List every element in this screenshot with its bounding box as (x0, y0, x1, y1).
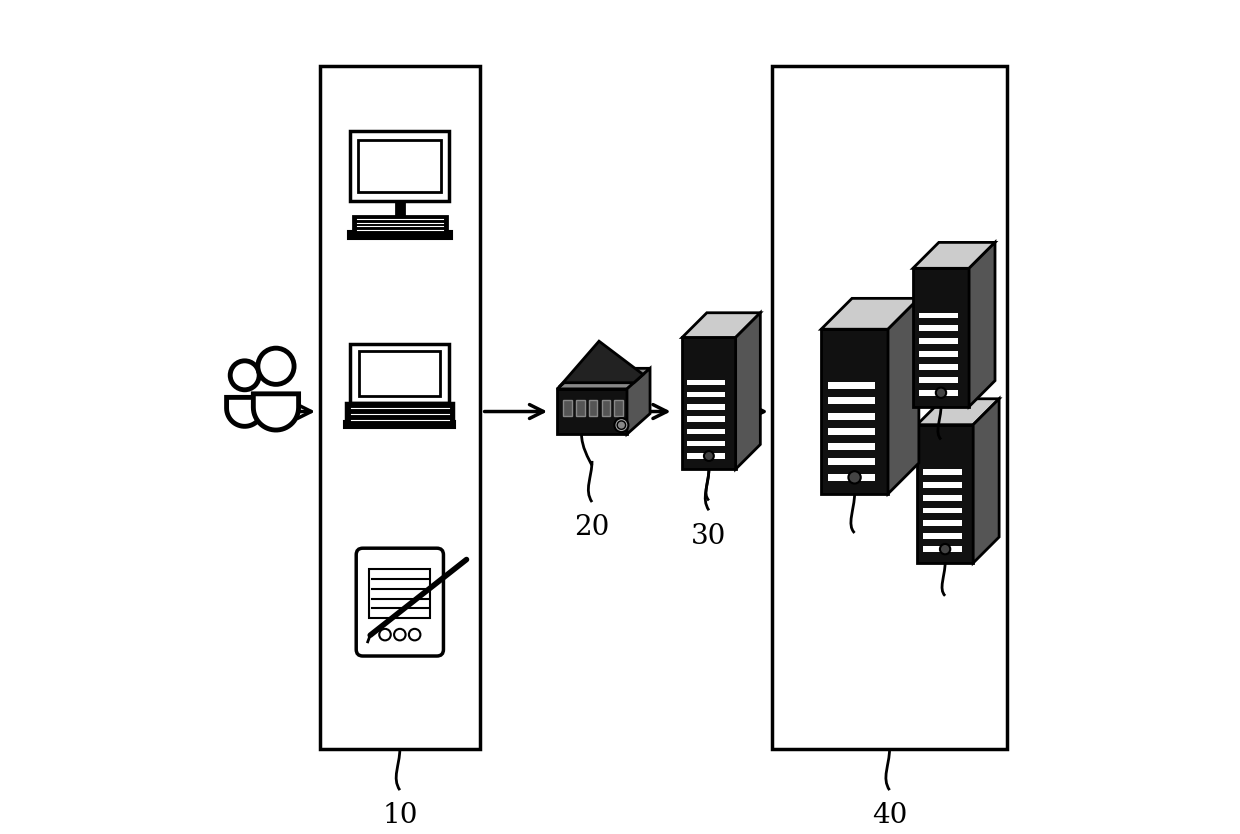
Bar (918, 425, 973, 563)
Circle shape (614, 418, 629, 432)
Polygon shape (735, 313, 760, 470)
Circle shape (704, 451, 714, 461)
Bar (687, 441, 725, 446)
Bar (923, 533, 962, 539)
Polygon shape (682, 313, 760, 338)
Polygon shape (557, 369, 650, 389)
Bar (563, 400, 572, 416)
Circle shape (379, 629, 391, 641)
Bar (828, 443, 874, 450)
Bar (353, 216, 446, 231)
Bar (687, 379, 725, 385)
Bar (923, 495, 962, 500)
Bar (919, 377, 957, 383)
Bar (828, 474, 874, 480)
Bar (687, 404, 725, 409)
Bar (360, 351, 440, 395)
Polygon shape (559, 341, 644, 387)
Circle shape (231, 361, 259, 389)
Bar (828, 459, 874, 465)
Text: 10: 10 (382, 802, 418, 830)
Circle shape (258, 348, 294, 384)
Bar (351, 131, 449, 201)
Bar (687, 429, 725, 435)
Polygon shape (821, 299, 919, 329)
Bar (370, 569, 430, 618)
Circle shape (940, 544, 950, 555)
Bar (923, 469, 962, 475)
Bar (913, 269, 970, 407)
Polygon shape (913, 243, 994, 269)
Bar (345, 421, 455, 428)
Bar (773, 66, 1007, 749)
Bar (821, 329, 888, 494)
Polygon shape (888, 299, 919, 494)
Bar (923, 482, 962, 488)
Bar (601, 400, 610, 416)
Bar (682, 338, 735, 470)
Polygon shape (253, 394, 299, 430)
Bar (919, 351, 957, 357)
Bar (351, 344, 449, 404)
Polygon shape (970, 243, 994, 407)
Bar (828, 397, 874, 404)
Polygon shape (227, 397, 263, 426)
Bar (346, 404, 453, 421)
Bar (396, 201, 404, 216)
Circle shape (394, 629, 405, 641)
Bar (919, 313, 957, 319)
Circle shape (618, 421, 626, 430)
FancyBboxPatch shape (356, 548, 444, 656)
Bar (919, 389, 957, 395)
Polygon shape (918, 399, 999, 425)
Text: 40: 40 (872, 802, 908, 830)
Bar (320, 66, 480, 749)
Bar (687, 392, 725, 398)
Bar (687, 453, 725, 459)
Polygon shape (973, 399, 999, 563)
Polygon shape (627, 369, 650, 435)
Bar (923, 520, 962, 526)
Bar (828, 382, 874, 389)
Bar (589, 400, 598, 416)
Bar (923, 546, 962, 552)
Bar (557, 389, 627, 435)
Circle shape (409, 629, 420, 641)
Text: 20: 20 (574, 515, 610, 541)
Bar (923, 508, 962, 514)
Text: 30: 30 (691, 523, 727, 550)
Bar (919, 325, 957, 331)
Bar (828, 413, 874, 420)
Bar (348, 231, 451, 239)
Bar (919, 339, 957, 344)
Bar (577, 400, 584, 416)
Bar (687, 416, 725, 422)
Bar (614, 400, 622, 416)
Bar (828, 428, 874, 435)
Circle shape (936, 388, 946, 398)
Bar (919, 364, 957, 369)
Circle shape (848, 471, 861, 484)
Bar (358, 139, 441, 192)
